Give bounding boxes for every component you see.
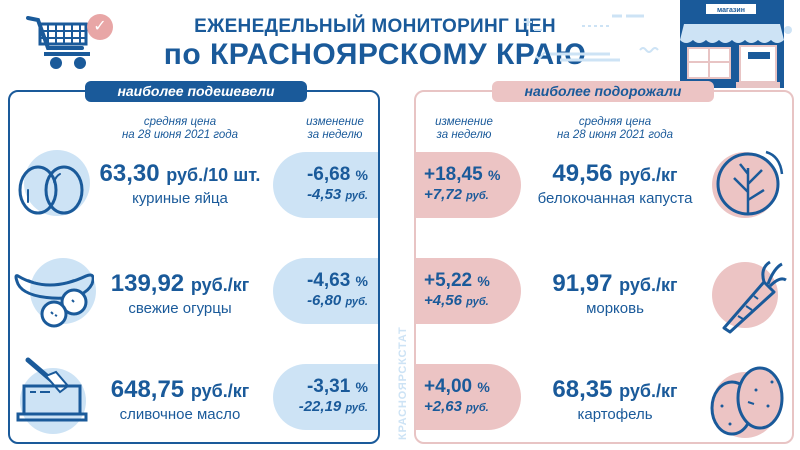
right-item-3-price: 68,35 руб./кг картофель bbox=[520, 376, 710, 423]
product-name: белокочанная капуста bbox=[537, 190, 693, 207]
pricier-header: наиболее подорожали bbox=[492, 81, 714, 102]
product-name: морковь bbox=[586, 300, 644, 317]
left-item-3-change: -3,31 % -22,19 руб. bbox=[273, 364, 378, 430]
title-line-1: ЕЖЕНЕДЕЛЬНЫЙ МОНИТОРИНГ ЦЕН bbox=[194, 16, 556, 37]
title-line-2: по КРАСНОЯРСКОМУ КРАЮ bbox=[163, 38, 587, 71]
cheaper-header: наиболее подешевели bbox=[85, 81, 307, 102]
cucumber-icon bbox=[14, 273, 94, 328]
product-name: картофель bbox=[577, 406, 653, 423]
butter-icon bbox=[16, 357, 88, 422]
right-item-1-change: +18,45 % +7,72 руб. bbox=[416, 152, 521, 218]
left-item-1-price: 63,30 руб./10 шт. куриные яйца bbox=[80, 160, 280, 207]
decorative-dashes-icon bbox=[524, 14, 659, 62]
logo-badge: ✓ bbox=[87, 14, 113, 40]
carrot-icon bbox=[722, 260, 787, 334]
left-item-2-price: 139,92 руб./кг свежие огурцы bbox=[80, 270, 280, 317]
right-item-2-price: 91,97 руб./кг морковь bbox=[520, 270, 710, 317]
watermark: КРАСНОЯРСКСТАТ bbox=[397, 326, 409, 440]
shopping-cart-icon bbox=[26, 16, 90, 69]
right-item-2-change: +5,22 % +4,56 руб. bbox=[416, 258, 521, 324]
right-item-3-change: +4,00 % +2,63 руб. bbox=[416, 364, 521, 430]
eggs-icon bbox=[18, 165, 84, 215]
right-col-change-header: изменение за неделю bbox=[435, 116, 493, 141]
left-item-1-change: -6,68 % -4,53 руб. bbox=[273, 152, 378, 218]
left-item-2-change: -4,63 % -6,80 руб. bbox=[273, 258, 378, 324]
potato-icon bbox=[710, 366, 784, 436]
left-col-change-header: изменение за неделю bbox=[306, 116, 364, 141]
right-item-1-price: 49,56 руб./кг белокочанная капуста bbox=[520, 160, 710, 207]
right-col-price-header: средняя цена на 28 июня 2021 года bbox=[556, 116, 674, 141]
left-item-3-price: 648,75 руб./кг сливочное масло bbox=[80, 376, 280, 423]
shop-icon: магазин bbox=[680, 0, 792, 88]
left-col-price-header: средняя цена на 28 июня 2021 года bbox=[121, 116, 239, 141]
product-name: куриные яйца bbox=[132, 190, 228, 207]
product-name: сливочное масло bbox=[119, 406, 241, 423]
cabbage-icon bbox=[716, 150, 784, 216]
product-name: свежие огурцы bbox=[128, 300, 232, 317]
shop-sign-text: магазин bbox=[717, 7, 745, 14]
